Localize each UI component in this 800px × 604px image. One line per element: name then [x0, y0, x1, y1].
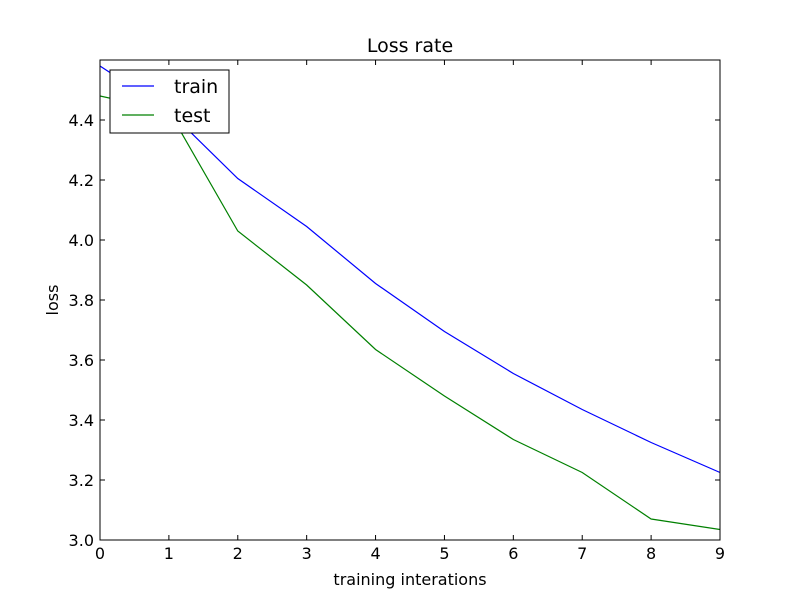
x-tick-label: 5 — [439, 544, 449, 563]
legend-label-train: train — [174, 76, 218, 98]
tick-layer: 0 1 2 3 4 5 6 7 8 9 3.0 3.2 3.4 3.6 3.8 4.0 4.2 4.4 — [69, 60, 726, 563]
legend-label-test: test — [174, 105, 211, 127]
y-tick-label: 4.0 — [69, 231, 94, 250]
y-tick-label: 3.4 — [69, 411, 94, 430]
y-tick-label: 3.6 — [69, 351, 94, 370]
x-tick-label: 4 — [370, 544, 380, 563]
x-tick-label: 3 — [302, 544, 312, 563]
series-line-test — [100, 96, 720, 530]
x-tick-label: 2 — [233, 544, 243, 563]
y-tick-label: 4.2 — [69, 171, 94, 190]
y-tick-label: 3.8 — [69, 291, 94, 310]
x-tick-label: 1 — [164, 544, 174, 563]
y-tick-label: 3.0 — [69, 531, 94, 550]
y-tick-label: 4.4 — [69, 111, 94, 130]
chart-title: Loss rate — [367, 35, 453, 57]
y-tick-label: 3.2 — [69, 471, 94, 490]
series-layer — [100, 66, 720, 530]
x-tick-label: 9 — [715, 544, 725, 563]
x-tick-label: 8 — [646, 544, 656, 563]
legend: train test — [110, 70, 229, 133]
x-tick-label: 0 — [95, 544, 105, 563]
x-tick-label: 6 — [508, 544, 518, 563]
y-axis-label: loss — [43, 285, 62, 316]
x-tick-label: 7 — [577, 544, 587, 563]
x-axis-label: training interations — [333, 570, 486, 589]
